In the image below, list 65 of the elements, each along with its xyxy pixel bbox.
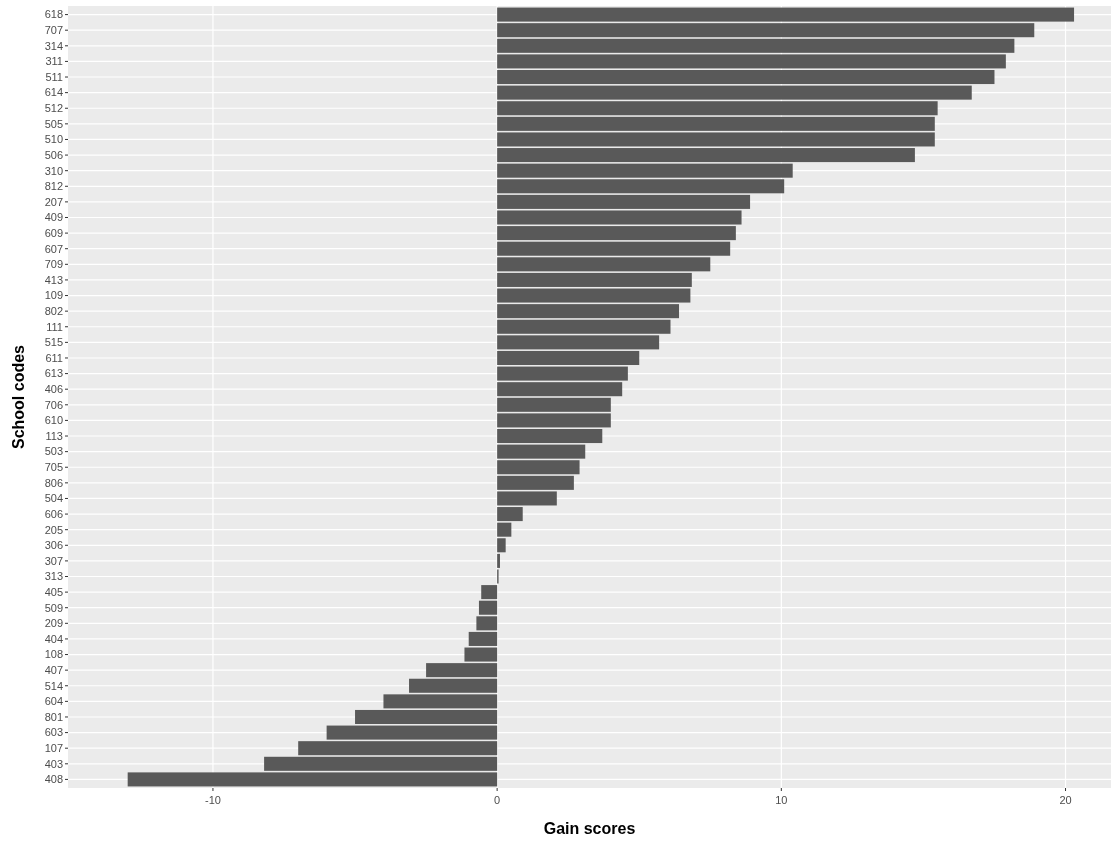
bar	[497, 507, 523, 522]
y-tick-label: 606	[44, 507, 63, 520]
x-tick-label: 20	[1059, 794, 1072, 806]
y-tick-label: 113	[45, 429, 63, 442]
y-tick-label: 514	[44, 679, 63, 692]
y-tick-label: 506	[44, 148, 63, 161]
y-tick-label: 311	[45, 55, 63, 68]
y-tick-label: 707	[44, 24, 63, 37]
y-tick-label: 604	[44, 695, 63, 708]
y-tick-label: 802	[44, 305, 63, 317]
y-tick-label: 614	[44, 86, 63, 99]
y-tick-label: 806	[44, 476, 63, 489]
y-tick-label: 512	[44, 102, 63, 115]
bar	[481, 585, 498, 600]
y-tick-label: 109	[44, 289, 63, 302]
y-axis-title: School codes	[10, 344, 27, 450]
y-tick-label: 313	[44, 570, 63, 583]
x-axis-title: Gain scores	[543, 820, 636, 837]
y-tick-label: 603	[44, 726, 63, 739]
y-tick-label: 709	[44, 258, 63, 271]
y-tick-label: 607	[44, 242, 63, 255]
y-tick-label: 505	[44, 117, 63, 130]
y-tick-label: 504	[44, 492, 63, 505]
y-tick-label: 307	[44, 554, 63, 567]
y-tick-label: 503	[44, 445, 63, 458]
y-tick-label: 609	[44, 226, 63, 239]
y-tick-label: 511	[45, 70, 63, 83]
y-tick-label: 610	[44, 414, 63, 427]
y-tick-label: 613	[44, 367, 63, 380]
bar	[468, 631, 498, 646]
bar	[355, 709, 498, 724]
y-tick-label: 515	[44, 336, 63, 349]
y-tick-label: 108	[44, 648, 63, 661]
y-tick-label: 509	[44, 601, 63, 614]
y-tick-label: 413	[44, 273, 63, 286]
y-tick-label: 209	[44, 617, 63, 630]
y-tick-label: 409	[44, 211, 63, 224]
y-tick-label: 706	[44, 398, 63, 411]
y-tick-label: 404	[44, 632, 63, 645]
x-tick-label: 10	[775, 794, 788, 806]
y-tick-label: 801	[44, 710, 63, 723]
y-tick-label: 306	[44, 539, 63, 552]
y-tick-label: 618	[44, 8, 63, 21]
y-tick-label: 405	[44, 585, 63, 598]
y-tick-label: 812	[44, 180, 63, 193]
y-tick-label: 510	[44, 133, 63, 146]
x-tick-label: 0	[494, 794, 501, 806]
x-tick-label: -10	[204, 794, 221, 806]
y-tick-label: 207	[44, 195, 63, 208]
y-tick-label: 107	[44, 742, 63, 755]
y-tick-label: 314	[44, 39, 63, 52]
y-tick-label: 310	[44, 164, 63, 177]
y-tick-label: 406	[44, 383, 63, 396]
y-tick-label: 705	[44, 461, 63, 474]
bar	[497, 148, 915, 163]
bar	[497, 429, 603, 444]
y-tick-label: 407	[44, 664, 63, 676]
bar	[497, 350, 640, 365]
y-tick-label: 111	[46, 320, 63, 333]
y-tick-label: 408	[44, 773, 63, 786]
y-tick-label: 403	[44, 757, 63, 770]
bar	[497, 70, 995, 85]
y-tick-label: 205	[44, 523, 63, 536]
y-tick-label: 611	[45, 351, 63, 364]
bar	[497, 272, 692, 287]
